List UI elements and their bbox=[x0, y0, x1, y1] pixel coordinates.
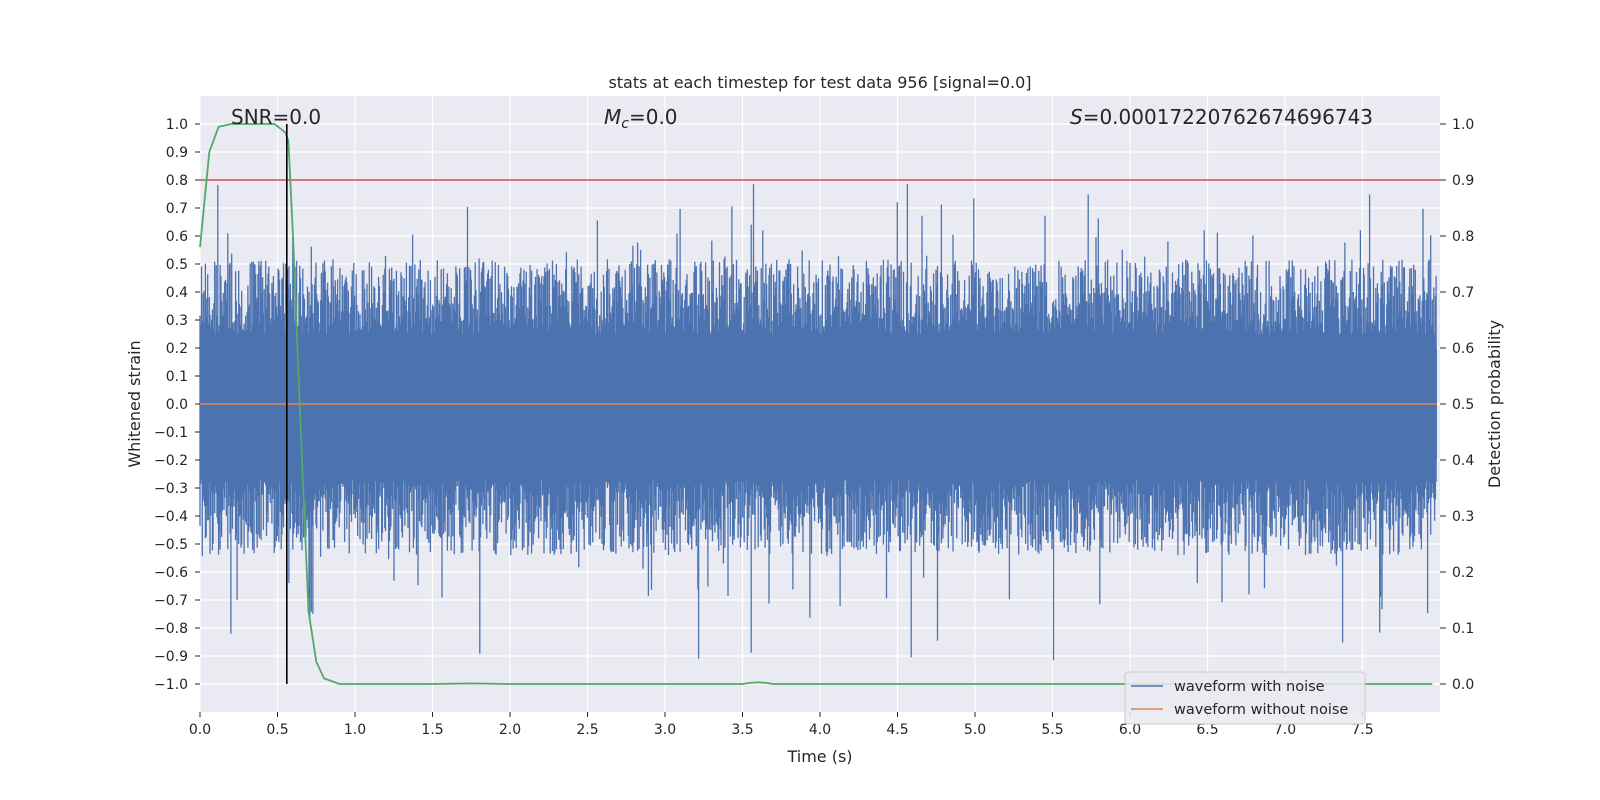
legend-label-clean: waveform without noise bbox=[1174, 702, 1348, 718]
y-right-axis-label: Detection probability bbox=[1485, 320, 1504, 488]
chirp-mass-subscript: c bbox=[621, 116, 629, 132]
x-tick-label: 5.0 bbox=[964, 722, 986, 738]
y-right-tick-label: 0.3 bbox=[1452, 509, 1474, 525]
legend: waveform with noise waveform without noi… bbox=[1124, 671, 1366, 725]
y-left-tick-label: 0.5 bbox=[166, 257, 188, 273]
chart-title: stats at each timestep for test data 956… bbox=[608, 73, 1031, 92]
chirp-mass-annotation: Mc=0.0 bbox=[604, 105, 678, 132]
y-left-tick-label: 0.4 bbox=[166, 285, 188, 301]
x-tick-label: 1.5 bbox=[421, 722, 443, 738]
x-tick-label: 0.0 bbox=[189, 722, 211, 738]
y-left-tick-label: −0.4 bbox=[154, 509, 188, 525]
probability-trace bbox=[199, 123, 1433, 685]
y-left-tick-label: 0.2 bbox=[166, 341, 188, 357]
s-symbol: S bbox=[1070, 105, 1083, 129]
x-tick-label: 6.5 bbox=[1196, 722, 1218, 738]
x-tick-label: 7.0 bbox=[1274, 722, 1296, 738]
x-tick-label: 5.5 bbox=[1041, 722, 1063, 738]
x-tick-label: 0.5 bbox=[266, 722, 288, 738]
y-left-axis-label: Whitened strain bbox=[125, 340, 144, 467]
y-left-tick-label: −0.5 bbox=[154, 537, 188, 553]
x-tick-label: 3.0 bbox=[654, 722, 676, 738]
y-right-tick-label: 0.6 bbox=[1452, 341, 1474, 357]
y-left-tick-label: −0.6 bbox=[154, 565, 188, 581]
legend-label-noise: waveform with noise bbox=[1174, 679, 1325, 695]
y-left-tick-label: 0.8 bbox=[166, 173, 188, 189]
x-tick-label: 4.5 bbox=[886, 722, 908, 738]
y-right-tick-label: 0.4 bbox=[1452, 453, 1474, 469]
x-tick-label: 4.0 bbox=[809, 722, 831, 738]
y-left-axis-ticks: 1.0 0.9 0.8 0.7 0.6 0.5 0.4 0.3 0.2 0.1 0.0 −0.1 −0.… bbox=[154, 117, 200, 693]
s-value: =0.0001722076267469674​3 bbox=[1083, 105, 1373, 129]
y-right-tick-label: 0.2 bbox=[1452, 565, 1474, 581]
y-left-tick-label: 0.9 bbox=[166, 145, 188, 161]
y-left-tick-label: 0.1 bbox=[166, 369, 188, 385]
chirp-mass-value: =0.0 bbox=[629, 105, 678, 129]
s-annotation: S=0.0001722076267469674​3 bbox=[1070, 105, 1373, 129]
y-right-tick-label: 0.7 bbox=[1452, 285, 1474, 301]
x-tick-label: 1.0 bbox=[344, 722, 366, 738]
x-tick-label: 7.5 bbox=[1351, 722, 1373, 738]
y-left-tick-label: −0.7 bbox=[154, 593, 188, 609]
y-left-tick-label: −0.1 bbox=[154, 425, 188, 441]
x-axis-ticks: 0.0 0.5 1.0 1.5 2.0 2.5 3.0 3.5 4.0 4.5 5.0 5.5 6.0 6… bbox=[189, 712, 1374, 738]
y-left-tick-label: 1.0 bbox=[166, 117, 188, 133]
x-tick-label: 6.0 bbox=[1119, 722, 1141, 738]
y-right-tick-label: 0.1 bbox=[1452, 621, 1474, 637]
x-axis-label: Time (s) bbox=[786, 747, 852, 766]
x-tick-label: 2.0 bbox=[499, 722, 521, 738]
y-right-tick-label: 0.9 bbox=[1452, 173, 1474, 189]
y-left-tick-label: −0.9 bbox=[154, 649, 188, 665]
y-left-tick-label: 0.3 bbox=[166, 313, 188, 329]
y-left-tick-label: 0.6 bbox=[166, 229, 188, 245]
y-left-tick-label: −0.2 bbox=[154, 453, 188, 469]
x-tick-label: 2.5 bbox=[576, 722, 598, 738]
y-left-tick-label: −0.8 bbox=[154, 621, 188, 637]
y-left-tick-label: −0.3 bbox=[154, 481, 188, 497]
y-right-tick-label: 0.8 bbox=[1452, 229, 1474, 245]
series-detection-probability bbox=[199, 123, 1433, 685]
chirp-mass-symbol: M bbox=[604, 105, 621, 129]
snr-annotation: SNR=0.0 bbox=[231, 105, 321, 129]
y-right-tick-label: 1.0 bbox=[1452, 117, 1474, 133]
y-left-tick-label: 0.0 bbox=[166, 397, 188, 413]
y-right-axis-ticks: 1.0 0.9 0.8 0.7 0.6 0.5 0.4 0.3 0.2 0.1 0.0 bbox=[1440, 117, 1474, 693]
y-left-tick-label: 0.7 bbox=[166, 201, 188, 217]
y-right-tick-label: 0.5 bbox=[1452, 397, 1474, 413]
y-right-tick-label: 0.0 bbox=[1452, 677, 1474, 693]
legend-box bbox=[1124, 671, 1366, 725]
y-left-tick-label: −1.0 bbox=[154, 677, 188, 693]
x-tick-label: 3.5 bbox=[731, 722, 753, 738]
